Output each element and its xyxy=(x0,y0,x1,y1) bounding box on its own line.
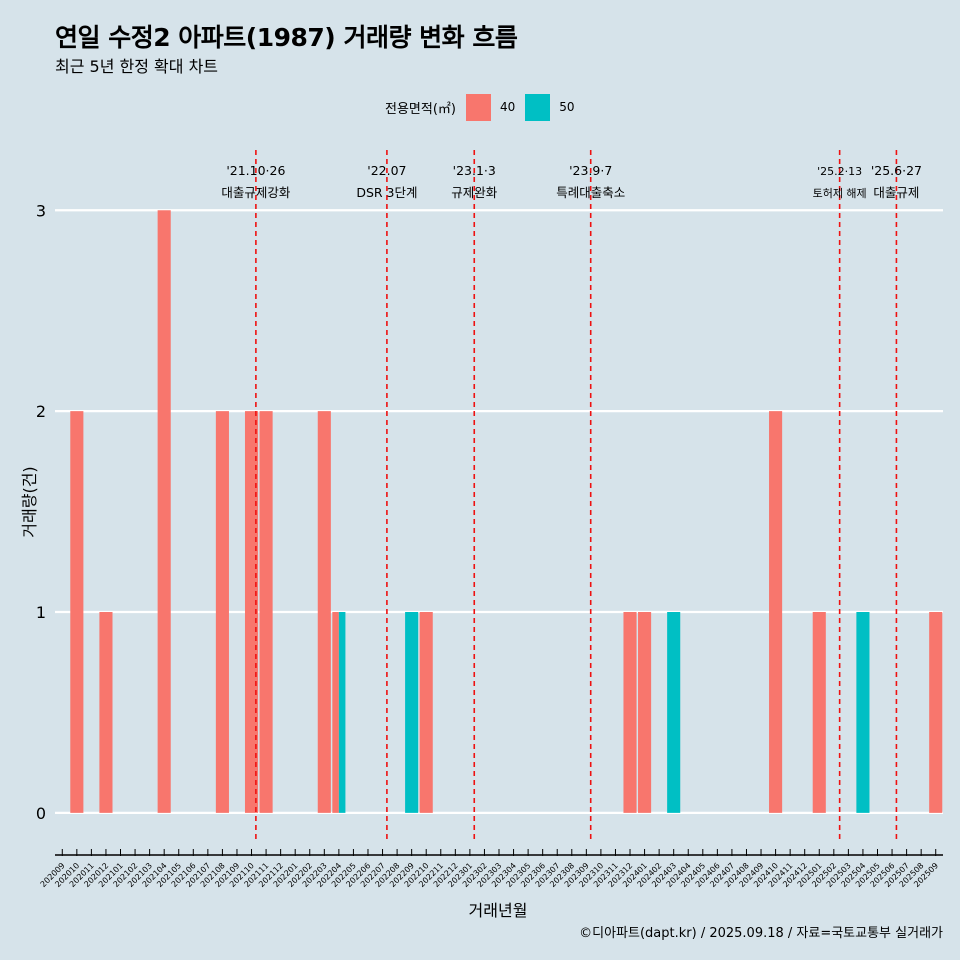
legend-label-40: 40 xyxy=(499,100,516,114)
event-date-3: '23.9·7 xyxy=(569,163,612,178)
event-label-4: 토허제 해제 xyxy=(813,186,867,200)
bar-40-202312 xyxy=(623,612,637,813)
bar-50-202209 xyxy=(405,612,419,813)
legend: 전용면적(㎡) 40 50 xyxy=(385,93,585,121)
bar-40-202210 xyxy=(419,612,433,813)
legend-key-40 xyxy=(465,93,491,121)
bar-50-202504 xyxy=(856,612,870,813)
bar-40-202401 xyxy=(638,612,652,813)
chart-subtitle: 최근 5년 한정 확대 차트 xyxy=(55,57,219,76)
event-label-2: 규제완화 xyxy=(451,185,498,200)
bar-40-202104 xyxy=(157,210,171,813)
bar-40-202010 xyxy=(70,411,84,813)
bar-40-202501 xyxy=(812,612,826,813)
legend-label-50: 50 xyxy=(559,100,575,114)
bar-40-202111 xyxy=(259,411,273,813)
bar-40-202410 xyxy=(769,411,783,813)
bar-50-202403 xyxy=(667,612,681,813)
bar-40-202203 xyxy=(317,411,331,813)
event-label-1: DSR 3단계 xyxy=(356,185,417,200)
source-caption: ©디아파트(dapt.kr) / 2025.09.18 / 자료=국토교통부 실… xyxy=(579,926,943,941)
bar-40-202108 xyxy=(215,411,229,813)
event-label-5: 대출규제 xyxy=(873,185,919,200)
bar-40-202110 xyxy=(244,411,259,813)
event-date-1: '22.07 xyxy=(367,163,406,178)
chart-title: 연일 수정2 아파트(1987) 거래량 변화 흐름 xyxy=(55,23,518,52)
x-axis-label: 거래년월 xyxy=(468,901,528,920)
y-tick-label: 3 xyxy=(36,201,46,220)
y-tick-label: 0 xyxy=(36,804,46,823)
event-date-2: '23.1·3 xyxy=(453,163,496,178)
event-date-4: '25.2·13 xyxy=(817,165,862,178)
event-date-0: '21.10·26 xyxy=(226,163,285,178)
y-tick-label: 2 xyxy=(36,402,46,421)
bar-40-202012 xyxy=(99,612,113,813)
y-tick-label: 1 xyxy=(36,603,46,622)
legend-title: 전용면적(㎡) xyxy=(385,101,456,117)
y-axis-label: 거래량(건) xyxy=(20,466,39,538)
bar-40-202509 xyxy=(929,612,943,813)
legend-key-50 xyxy=(525,93,551,121)
event-label-3: 특례대출축소 xyxy=(556,185,625,200)
event-label-0: 대출규제강화 xyxy=(221,185,291,200)
bar-50-202204 xyxy=(338,612,346,813)
bar-40-202204 xyxy=(332,612,339,813)
event-date-5: '25.6·27 xyxy=(871,163,922,178)
